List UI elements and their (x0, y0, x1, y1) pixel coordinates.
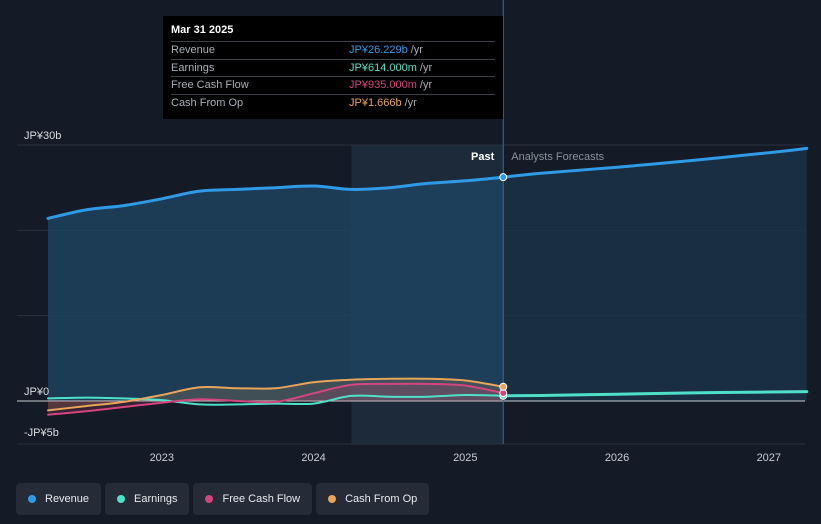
legend: Revenue Earnings Free Cash Flow Cash Fro… (16, 483, 430, 515)
legend-item-earnings[interactable]: Earnings (105, 483, 190, 515)
tooltip-label: Revenue (171, 44, 216, 56)
tooltip-value: JP¥1.666b (349, 96, 402, 109)
revenue-area-past (48, 177, 504, 401)
forecast-label: Analysts Forecasts (511, 151, 604, 163)
tooltip-unit: /yr (410, 44, 423, 56)
legend-item-free-cash-flow[interactable]: Free Cash Flow (193, 483, 313, 515)
x-tick-label: 2023 (150, 452, 174, 464)
tooltip-label: Cash From Op (171, 96, 244, 109)
series-marker-revenue (499, 173, 508, 182)
tooltip-value: JP¥614.000m (349, 61, 417, 74)
legend-dot-icon (117, 495, 126, 503)
x-tick-label: 2026 (605, 452, 629, 464)
legend-label: Free Cash Flow (222, 493, 301, 505)
legend-dot-icon (205, 495, 214, 503)
past-label: Past (471, 151, 495, 163)
data-tooltip: Mar 31 2025 Revenue JP¥26.229b /yr Earni… (163, 16, 503, 119)
legend-label: Revenue (45, 493, 90, 505)
tooltip-unit: /yr (419, 61, 433, 74)
tooltip-row-cash-from-op: Cash From Op JP¥1.666b /yr (171, 93, 495, 112)
tooltip-label: Earnings (171, 61, 215, 74)
tooltip-unit: /yr (404, 96, 417, 109)
tooltip-label: Free Cash Flow (171, 79, 249, 91)
series-line-cash-from-op (47, 377, 505, 412)
series-line-earnings (47, 393, 505, 406)
legend-item-cash-from-op[interactable]: Cash From Op (316, 483, 430, 515)
tooltip-row-earnings: Earnings JP¥614.000m /yr (171, 58, 495, 77)
tooltip-unit: /yr (419, 79, 433, 91)
legend-label: Cash From Op (345, 493, 418, 505)
series-area-free-cash-flow (48, 383, 504, 415)
x-tick-label: 2027 (757, 452, 781, 464)
tooltip-value: JP¥26.229b (349, 44, 408, 56)
tooltip-date: Mar 31 2025 (171, 24, 234, 36)
y-tick-label: JP¥0 (24, 386, 49, 398)
series-line-free-cash-flow (47, 382, 505, 416)
series-forecast-line-revenue (501, 146, 809, 179)
tooltip-value: JP¥935.000m (349, 79, 417, 91)
legend-dot-icon (328, 495, 337, 503)
legend-dot-icon (28, 495, 36, 503)
x-tick-label: 2025 (453, 452, 477, 464)
revenue-area-forecast (503, 148, 807, 401)
tooltip-row-free-cash-flow: Free Cash Flow JP¥935.000m /yr (171, 76, 495, 94)
series-marker-cash-from-op (499, 382, 508, 391)
series-area-cash-from-op (48, 378, 504, 411)
y-tick-label: -JP¥5b (24, 427, 59, 439)
x-tick-label: 2024 (301, 452, 325, 464)
series-line-revenue (46, 175, 505, 220)
legend-label: Earnings (134, 493, 178, 505)
legend-item-revenue[interactable]: Revenue (16, 483, 102, 515)
y-tick-label: JP¥30b (24, 130, 61, 142)
series-forecast-line-earnings (501, 390, 809, 398)
tooltip-row-revenue: Revenue JP¥26.229b /yr (171, 41, 495, 59)
